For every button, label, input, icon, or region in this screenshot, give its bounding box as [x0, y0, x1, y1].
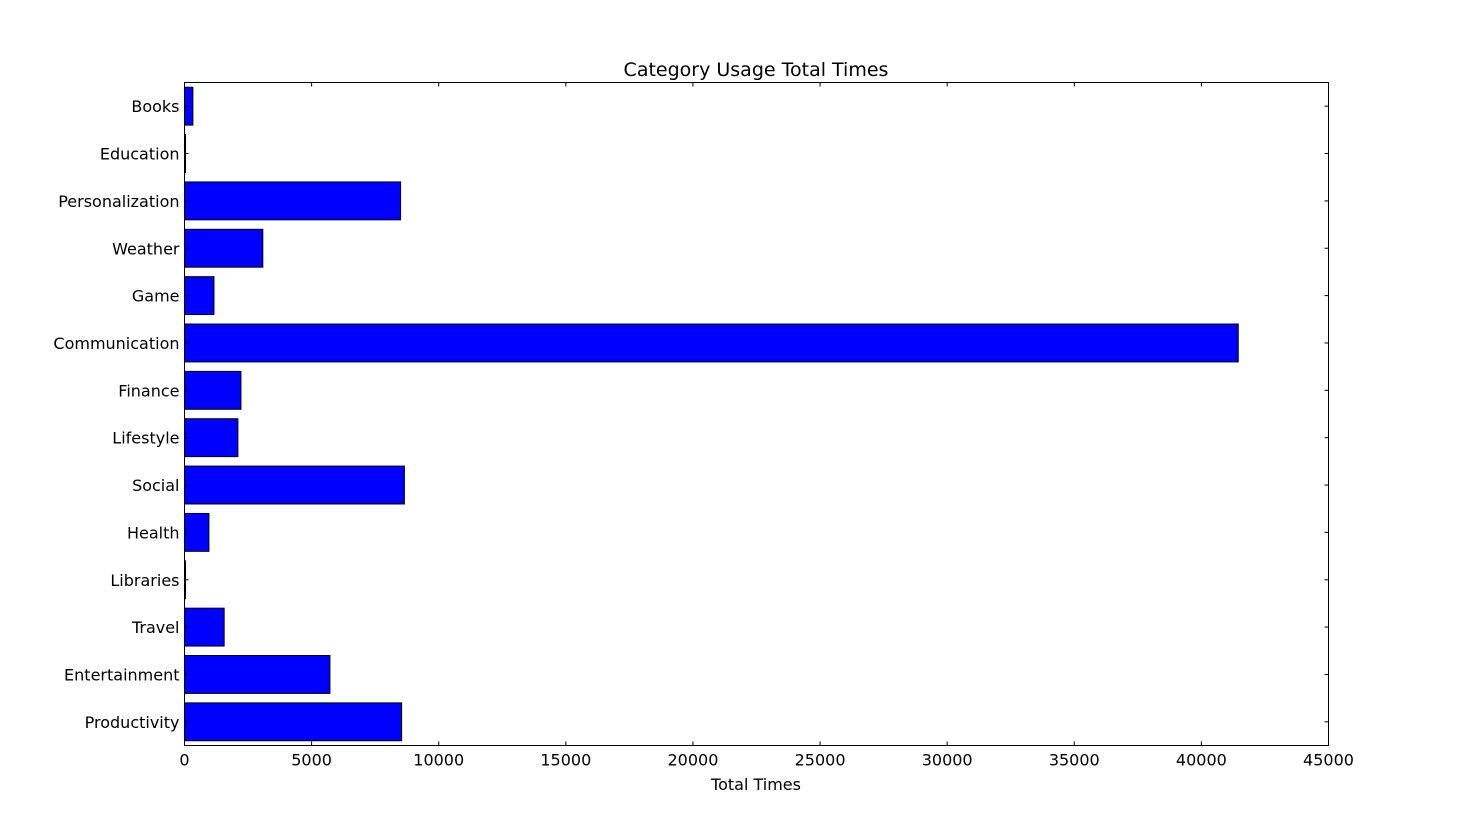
- y-tick-label: Productivity: [85, 713, 180, 732]
- bar-travel: [184, 607, 225, 647]
- x-axis-label: Total Times: [710, 775, 801, 794]
- bar-productivity: [184, 702, 403, 742]
- y-tick-label: Social: [132, 476, 179, 495]
- bar-communication: [184, 323, 1239, 363]
- y-tick-label: Lifestyle: [112, 429, 179, 448]
- x-tick-label: 10000: [413, 751, 464, 770]
- y-tick-label: Education: [100, 145, 180, 164]
- y-tick-labels: Books Education Personalization Weather Game…: [53, 97, 180, 732]
- y-tick-label: Weather: [112, 239, 180, 258]
- plot-area-frame: [184, 82, 1329, 746]
- y-tick-label: Finance: [118, 381, 179, 400]
- x-tick-label: 5000: [291, 751, 332, 770]
- bars-layer: [184, 86, 1239, 742]
- y-tick-label: Communication: [53, 334, 179, 353]
- chart-title: Category Usage Total Times: [624, 59, 889, 81]
- x-tick-label: 45000: [1303, 751, 1354, 770]
- bar-weather: [184, 228, 264, 268]
- bar-lifestyle: [184, 418, 239, 458]
- x-tick-label: 15000: [540, 751, 591, 770]
- x-tick-label: 40000: [1176, 751, 1227, 770]
- y-tick-label: Travel: [131, 618, 180, 637]
- bar-finance: [184, 370, 242, 410]
- x-tick-label: 30000: [922, 751, 973, 770]
- bar-entertainment: [184, 655, 331, 694]
- x-tick-label: 20000: [667, 751, 718, 770]
- x-tick-label: 35000: [1049, 751, 1100, 770]
- y-tick-label: Game: [132, 287, 180, 306]
- bar-health: [184, 512, 210, 552]
- y-tick-label: Personalization: [58, 192, 179, 211]
- bar-personalization: [184, 181, 402, 221]
- y-tick-label: Books: [131, 97, 179, 116]
- y-tick-label: Entertainment: [64, 665, 179, 684]
- y-tick-label: Health: [127, 523, 180, 542]
- x-tick-label: 0: [179, 751, 189, 770]
- bar-game: [184, 276, 215, 316]
- x-tick-labels: 0 5000 10000 15000 20000 25000 30000 35000 40000…: [179, 751, 1354, 770]
- x-tick-label: 25000: [795, 751, 846, 770]
- bar-social: [184, 465, 405, 505]
- y-tick-label: Libraries: [110, 571, 179, 590]
